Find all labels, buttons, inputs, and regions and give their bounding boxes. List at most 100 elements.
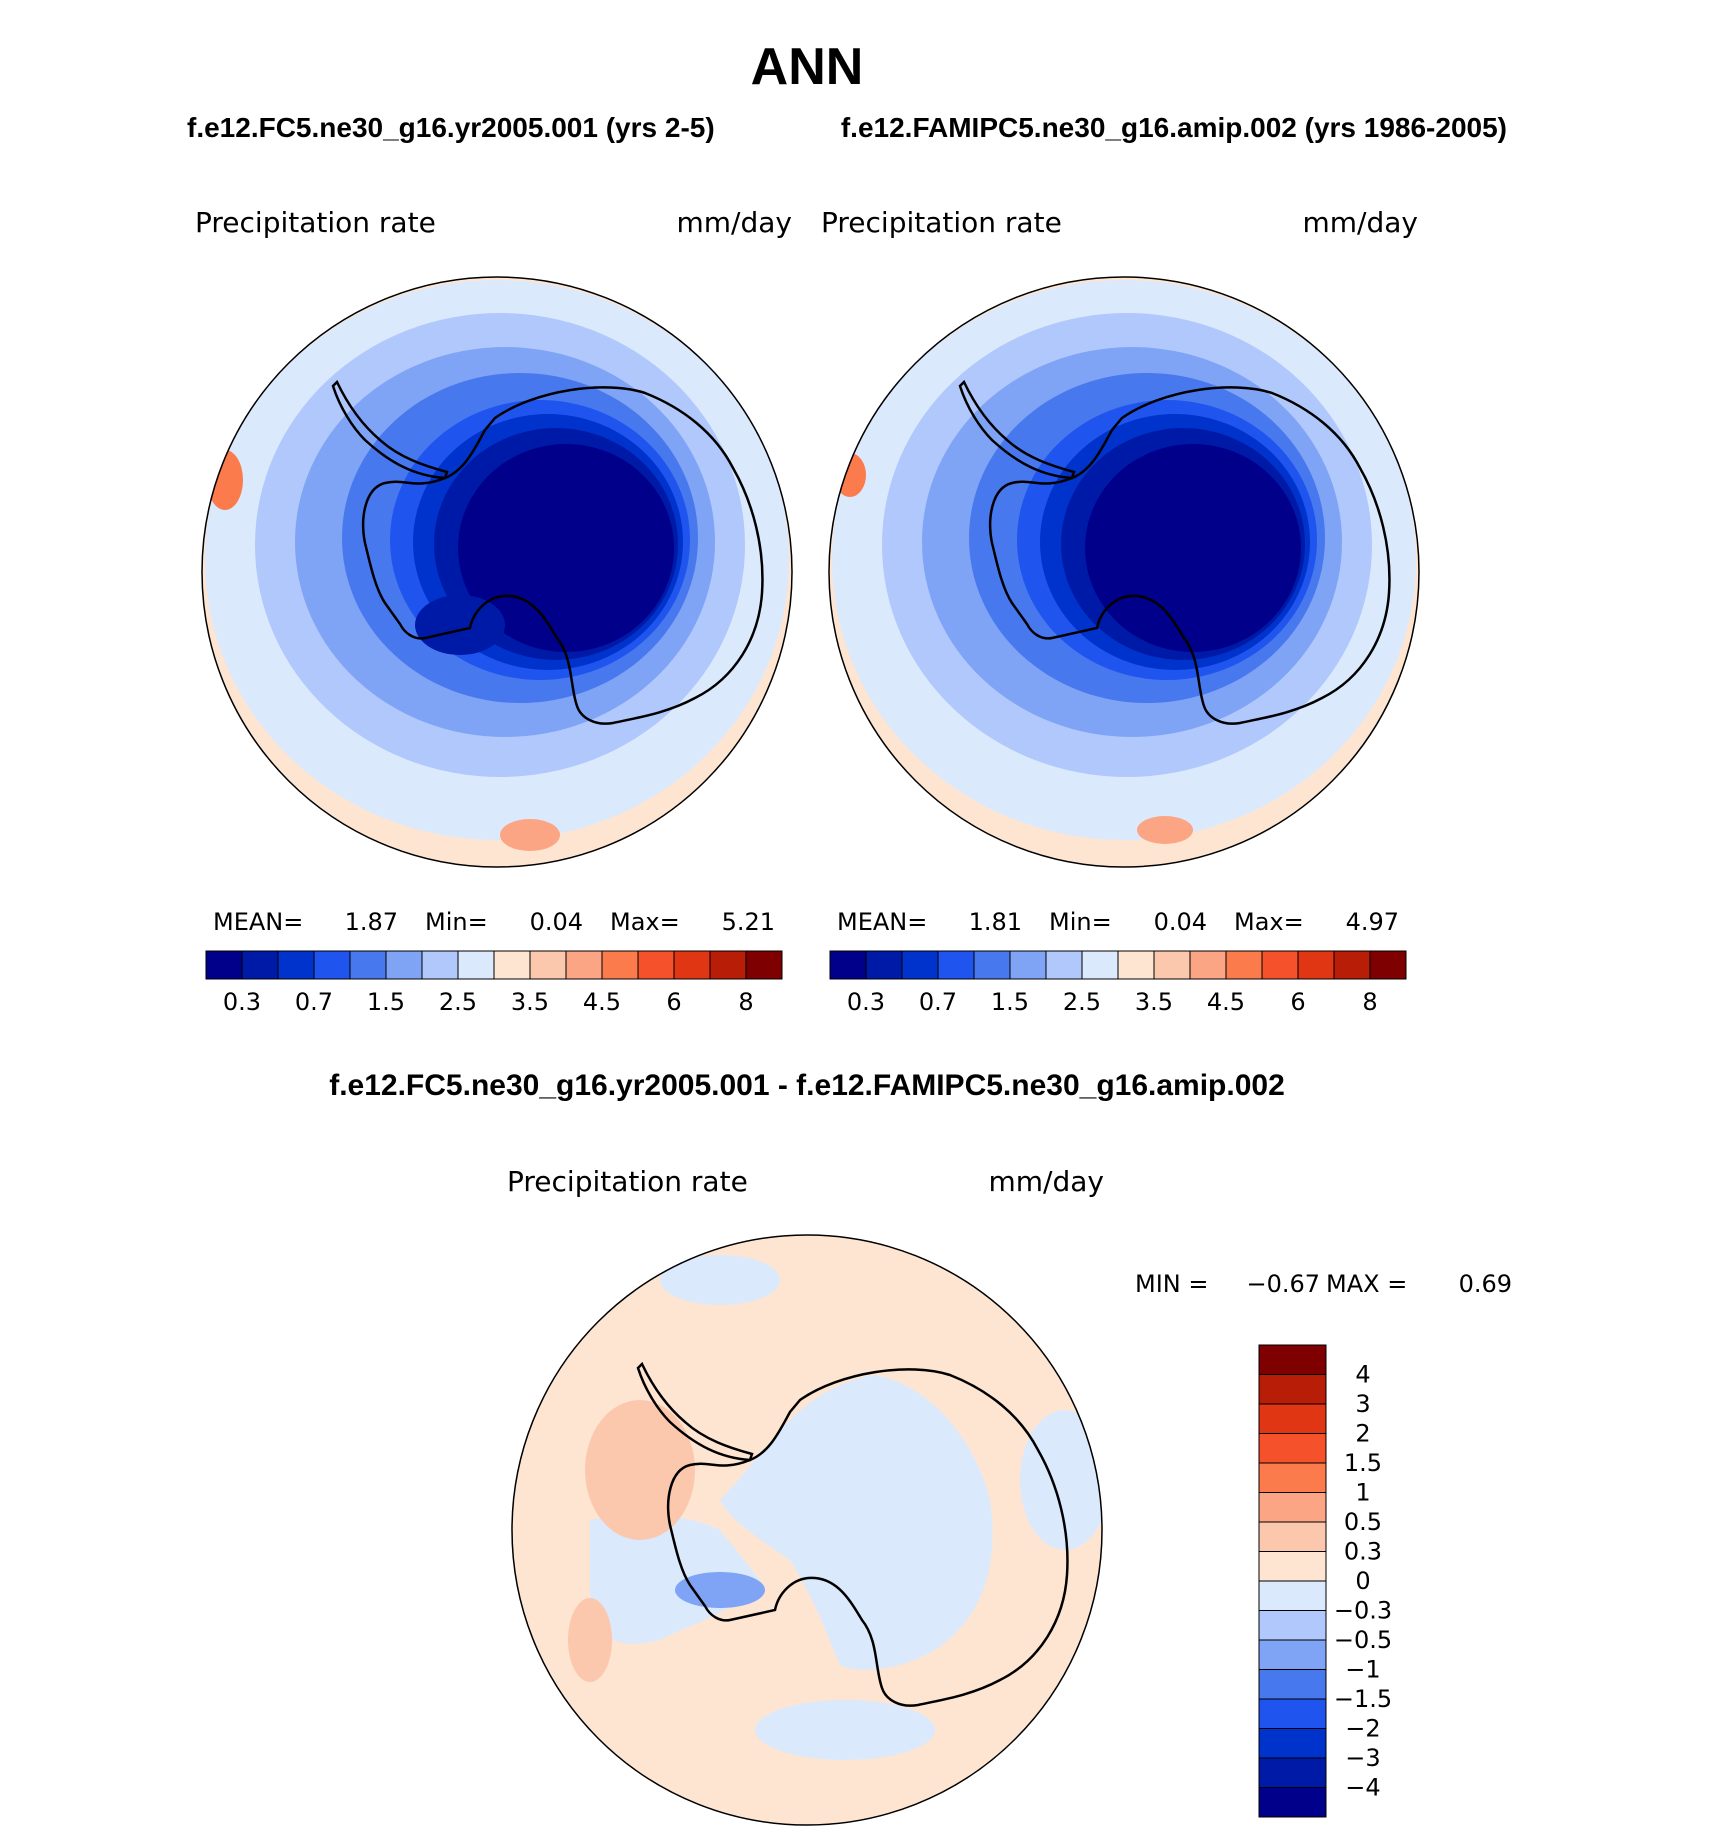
panel-left-mean-label: MEAN= [213,908,303,936]
panel-diff-colorbar-box [1258,1521,1327,1552]
panel-diff-colorbar-box [1258,1698,1327,1729]
case-right-title: f.e12.FAMIPC5.ne30_g16.amip.002 (yrs 198… [841,112,1507,143]
panel-diff-colorbar-tick-label: 0.5 [1344,1508,1382,1536]
panel-diff-field [512,1235,1102,1825]
panel-left-min-label: Min= [425,908,488,936]
panel-left-colorbar-tick-label: 8 [738,988,753,1016]
panel-diff-colorbar-box [1258,1610,1327,1641]
panel-right-min-value: 0.04 [1154,908,1207,936]
panel-right-units: mm/day [1303,206,1419,239]
panel-right-border [828,276,1420,868]
panel-right-mean-label: MEAN= [837,908,927,936]
panel-diff-colorbar-tick-label: 0.3 [1344,1538,1382,1566]
panel-right-colorbar-box [1153,950,1191,980]
panel-diff-border [511,1234,1103,1826]
panel-diff-colorbar-box [1258,1728,1327,1759]
panel-diff-map: Precipitation rate mm/day MIN = −0.67 MA… [507,1165,1512,1826]
panel-diff-variable: Precipitation rate [507,1165,748,1198]
panel-diff-min-label: MIN = [1135,1270,1208,1298]
panel-diff-colorbar-box [1258,1374,1327,1405]
panel-diff-colorbar-box [1258,1639,1327,1670]
panel-right-colorbar-box [1189,950,1227,980]
panel-left-colorbar: 0.3 0.7 1.5 2.5 3.5 4.5 6 8 [205,950,783,1016]
panel-left-colorbar-tick-label: 6 [666,988,681,1016]
panel-right-min-label: Min= [1049,908,1112,936]
panel-diff-colorbar-box [1258,1492,1327,1523]
panel-left-colorbar-tick-label: 1.5 [367,988,405,1016]
panel-right-field [829,277,1419,867]
panel-left-colorbar-box [421,950,459,980]
diff-title: f.e12.FC5.ne30_g16.yr2005.001 - f.e12.FA… [329,1069,1285,1102]
panel-right-colorbar-tick-label: 4.5 [1207,988,1245,1016]
panel-right-max-label: Max= [1234,908,1304,936]
panel-right-colorbar-box [1081,950,1119,980]
panel-left-colorbar-tick-label: 3.5 [511,988,549,1016]
panel-left-colorbar-box [565,950,603,980]
panel-diff-colorbar-box [1258,1580,1327,1611]
panel-left-max-label: Max= [610,908,680,936]
panel-diff-colorbar-box [1258,1344,1327,1375]
panel-left-colorbar-tick-label: 4.5 [583,988,621,1016]
panel-right-colorbar-box [1369,950,1407,980]
panel-diff-colorbar-box [1258,1787,1327,1818]
panel-left-colorbar-box [241,950,279,980]
panel-diff-colorbar-tick-label: 2 [1355,1420,1370,1448]
panel-right-colorbar-tick-label: 3.5 [1135,988,1173,1016]
panel-left-variable: Precipitation rate [195,206,436,239]
panel-left-border [201,276,793,868]
panel-left-colorbar-box [493,950,531,980]
panel-right-colorbar-box [1261,950,1299,980]
panel-diff-colorbar-tick-label: 0 [1355,1567,1370,1595]
panel-right-colorbar-box [829,950,867,980]
panel-diff-colorbar-tick-label: −1.5 [1334,1685,1392,1713]
panel-left-colorbar-box [277,950,315,980]
panel-left-colorbar-box [349,950,387,980]
panel-left-colorbar-box [205,950,243,980]
panel-left-colorbar-box [745,950,783,980]
figure-title: ANN [751,38,864,96]
panel-diff-max-value: 0.69 [1459,1270,1512,1298]
panel-left-colorbar-box [601,950,639,980]
panel-diff-colorbar-tick-label: −1 [1345,1656,1380,1684]
panel-left-units: mm/day [677,206,793,239]
panel-right-mean-value: 1.81 [969,908,1022,936]
panel-right-colorbar-box [1117,950,1155,980]
panel-diff-colorbar-box [1258,1551,1327,1582]
panel-right-colorbar-box [973,950,1011,980]
panel-diff-colorbar-box [1258,1403,1327,1434]
panel-diff-units: mm/day [989,1165,1105,1198]
panel-diff-colorbar-tick-label: 1.5 [1344,1449,1382,1477]
panel-right-colorbar-tick-label: 2.5 [1063,988,1101,1016]
panel-right-colorbar-box [937,950,975,980]
panel-left-colorbar-box [709,950,747,980]
panel-right-colorbar-box [1009,950,1047,980]
panel-left-min-value: 0.04 [530,908,583,936]
panel-left-colorbar-tick-label: 0.7 [295,988,333,1016]
panel-left-max-value: 5.21 [722,908,775,936]
panel-diff-colorbar-tick-label: 4 [1355,1361,1370,1389]
panel-left-colorbar-box [529,950,567,980]
panel-left-colorbar-box [673,950,711,980]
panel-right-colorbar-box [1225,950,1263,980]
panel-diff-colorbar-tick-label: −2 [1345,1715,1380,1743]
panel-left-colorbar-tick-label: 0.3 [223,988,261,1016]
panel-right-colorbar-tick-label: 8 [1362,988,1377,1016]
panel-right-variable: Precipitation rate [821,206,1062,239]
panel-right-colorbar-tick-label: 0.7 [919,988,957,1016]
panel-diff-colorbar-box [1258,1433,1327,1464]
panel-left-colorbar-box [457,950,495,980]
panel-right-colorbar-tick-label: 0.3 [847,988,885,1016]
panel-right-colorbar: 0.3 0.7 1.5 2.5 3.5 4.5 6 8 [829,950,1407,1016]
panel-diff-colorbar-tick-label: −0.3 [1334,1597,1392,1625]
panel-right-colorbar-box [901,950,939,980]
panel-left-colorbar-tick-label: 2.5 [439,988,477,1016]
panel-left-colorbar-box [637,950,675,980]
panel-left-field [202,277,792,867]
panel-diff-colorbar-box [1258,1462,1327,1493]
panel-right-colorbar-box [1297,950,1335,980]
panel-diff-colorbar-tick-label: 1 [1355,1479,1370,1507]
panel-right-colorbar-box [1333,950,1371,980]
panel-right-map: Precipitation rate mm/day MEAN= 1.81 Min… [821,206,1420,1016]
